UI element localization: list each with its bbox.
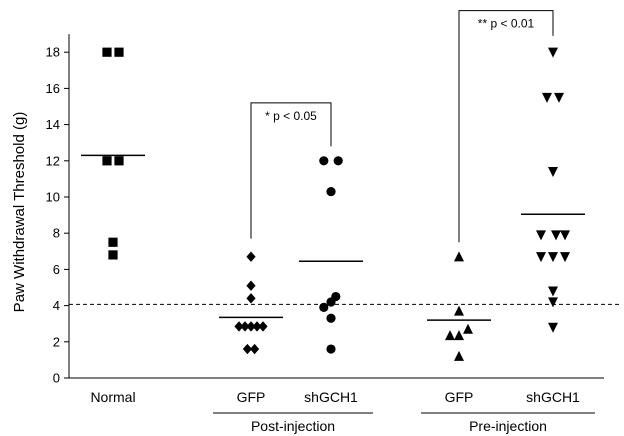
axes-group: 0 2 4 6 8 10 12 14 16 18 Normal GFP shGCH1 GFP shGCH1 P… (46, 34, 622, 434)
data-point-diamond (246, 280, 256, 291)
data-point-diamond (250, 343, 260, 355)
y-tick-label: 10 (46, 190, 60, 205)
data-point-triangle-down (542, 92, 552, 103)
y-tick-label: 16 (46, 81, 60, 96)
data-point-triangle-down (548, 252, 558, 263)
data-point-diamond (246, 293, 256, 304)
data-point-triangle-down (548, 286, 558, 297)
data-point-diamond (246, 251, 256, 262)
data-point-triangle-down (560, 230, 570, 241)
data-point-circle (319, 302, 329, 313)
data-point-triangle-down (551, 230, 561, 241)
data-point-diamond (240, 321, 250, 332)
x-category-label: Normal (90, 389, 135, 405)
data-point-triangle-down (536, 252, 546, 263)
y-tick-label: 0 (53, 371, 60, 386)
data-point-triangle-down (548, 322, 558, 333)
significance-bracket (250, 102, 332, 239)
data-point-diamond (234, 321, 244, 332)
y-tick-label: 8 (53, 226, 60, 241)
data-point-circle (326, 313, 336, 323)
data-point-square (102, 156, 112, 166)
y-tick-label: 4 (53, 298, 60, 313)
data-point-triangle-up (454, 330, 464, 341)
x-category-label: GFP (237, 389, 266, 405)
data-point-square (102, 47, 112, 57)
data-point-square (114, 156, 124, 166)
x-category-label: GFP (445, 389, 474, 405)
group-label: Pre-injection (469, 418, 547, 434)
x-category-label: shGCH1 (526, 389, 580, 405)
x-category-label: shGCH1 (304, 389, 358, 405)
group-label: Post-injection (251, 418, 335, 434)
data-point-diamond (246, 321, 256, 332)
data-point-triangle-up (454, 251, 464, 262)
y-tick-label: 6 (53, 262, 60, 277)
data-point-circle (326, 186, 336, 197)
data-point-circle (326, 344, 336, 354)
marks-group: * p < 0.05 ** p < 0.01 (81, 10, 585, 361)
significance-label: ** p < 0.01 (478, 17, 535, 31)
data-point-triangle-up (454, 350, 464, 361)
data-point-triangle-up (445, 330, 455, 341)
y-tick-label: 12 (46, 153, 60, 168)
data-point-triangle-down (536, 230, 546, 241)
data-point-square (108, 250, 118, 260)
data-point-diamond (242, 343, 252, 355)
data-point-square (108, 237, 118, 247)
data-point-triangle-down (548, 297, 558, 308)
y-tick-label: 18 (46, 45, 60, 60)
data-point-circle (319, 156, 329, 166)
significance-bracket (458, 10, 554, 243)
data-point-triangle-up (463, 323, 473, 334)
data-point-triangle-down (560, 252, 570, 263)
data-point-triangle-down (548, 167, 558, 178)
data-point-triangle-down (548, 47, 558, 58)
y-tick-label: 2 (53, 334, 60, 349)
y-tick-label: 14 (46, 117, 60, 132)
significance-label: * p < 0.05 (265, 109, 317, 123)
y-axis-label: Paw Withdrawal Threshold (g) (11, 112, 28, 313)
data-point-diamond (258, 321, 268, 332)
data-point-circle (333, 156, 343, 166)
data-point-triangle-up (454, 305, 464, 316)
data-point-circle (326, 297, 336, 307)
data-point-triangle-down (554, 92, 564, 103)
data-point-square (114, 47, 124, 57)
data-point-diamond (252, 321, 262, 332)
